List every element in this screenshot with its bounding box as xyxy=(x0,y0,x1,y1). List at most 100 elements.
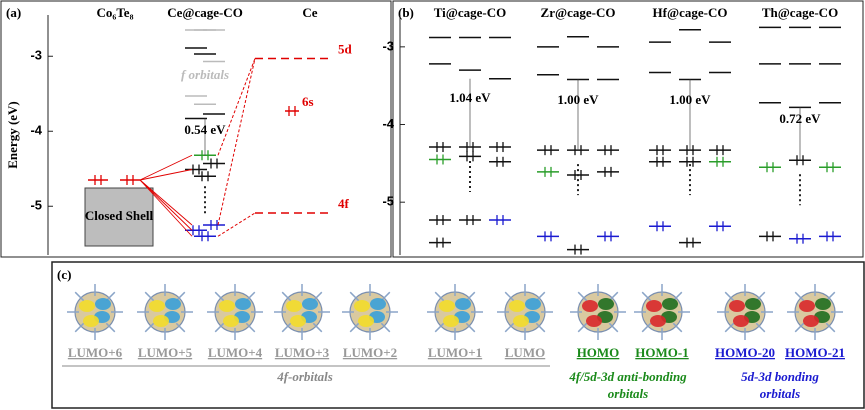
orbital-name: LUMO+1 xyxy=(428,345,482,360)
orbital-lobe xyxy=(509,300,525,312)
ligand xyxy=(504,291,515,302)
orbital-image xyxy=(570,284,626,340)
orbital-lobe xyxy=(153,315,169,327)
ligand xyxy=(641,291,652,302)
ligand xyxy=(535,322,546,333)
column-title: Zr@cage-CO xyxy=(541,5,616,20)
panel-a-frame xyxy=(0,0,392,258)
group-caption: 5d-3d bonding xyxy=(741,369,819,384)
column-title: Ce@cage-CO xyxy=(167,5,243,20)
group-caption: orbitals xyxy=(608,386,648,401)
orbital-lobe xyxy=(439,300,455,312)
orbital-lobe xyxy=(582,300,598,312)
correlation-line xyxy=(217,212,256,237)
orbital-lobe xyxy=(650,315,666,327)
orbital-name: HOMO-21 xyxy=(785,345,845,360)
orbital-image xyxy=(427,284,483,340)
orbital-image xyxy=(787,284,843,340)
ligand xyxy=(281,291,292,302)
orbital-lobe xyxy=(799,300,815,312)
orbital-name: HOMO-1 xyxy=(635,345,688,360)
ligand xyxy=(144,322,155,333)
orbital-lobe xyxy=(302,298,318,310)
ligand xyxy=(74,322,85,333)
panel-label: (c) xyxy=(57,267,71,282)
y-axis-title: Energy (eV) xyxy=(5,101,20,169)
orbital-lobe xyxy=(286,300,302,312)
orbital-name: LUMO+4 xyxy=(208,345,263,360)
ligand xyxy=(105,322,116,333)
y-tick-label: -5 xyxy=(382,194,394,209)
orbital-lobe xyxy=(219,300,235,312)
ligand xyxy=(349,291,360,302)
orbital-lobe xyxy=(586,315,602,327)
ligand xyxy=(214,322,225,333)
ligand xyxy=(434,291,445,302)
orbital-lobe xyxy=(235,298,251,310)
column-title: Co₆Te₈ xyxy=(97,5,134,20)
ligand xyxy=(794,291,805,302)
orbital-image xyxy=(342,284,398,340)
orbital-image xyxy=(274,284,330,340)
orbital-image xyxy=(67,284,123,340)
orbital-name: LUMO xyxy=(505,345,545,360)
ligand xyxy=(504,322,515,333)
y-tick-label: -4 xyxy=(30,123,42,138)
orbital-lobe xyxy=(165,298,181,310)
orbital-lobe xyxy=(354,300,370,312)
orbital-lobe xyxy=(223,315,239,327)
ligand xyxy=(349,322,360,333)
ligand xyxy=(245,322,256,333)
ligand xyxy=(312,322,323,333)
ligand xyxy=(577,291,588,302)
ligand xyxy=(74,291,85,302)
group-caption: orbitals xyxy=(760,386,800,401)
orbital-name: LUMO+5 xyxy=(138,345,193,360)
group-caption: 4f/5d-3d anti-bonding xyxy=(568,369,687,384)
ligand xyxy=(755,322,766,333)
y-tick-label: -3 xyxy=(382,38,394,53)
orbital-lobe xyxy=(729,300,745,312)
correlation-line xyxy=(139,169,193,181)
correlation-line xyxy=(139,179,193,226)
level-label: 6s xyxy=(302,94,314,109)
group-caption: 4f-orbitals xyxy=(276,369,333,384)
gap-label: 1.04 eV xyxy=(449,90,491,105)
orbital-image xyxy=(497,284,553,340)
gap-label: 1.00 eV xyxy=(669,92,711,107)
orbital-lobe xyxy=(83,315,99,327)
ligand xyxy=(380,322,391,333)
orbital-image xyxy=(717,284,773,340)
column-title: Ce xyxy=(302,5,317,20)
panel-label: (b) xyxy=(398,5,414,20)
ligand xyxy=(144,291,155,302)
y-tick-label: -4 xyxy=(382,116,394,131)
orbital-name: LUMO+3 xyxy=(275,345,330,360)
ligand xyxy=(434,322,445,333)
closed-shell-text: Closed Shell xyxy=(85,208,154,223)
orbital-lobe xyxy=(745,298,761,310)
correlation-line xyxy=(217,58,256,226)
orbital-lobe xyxy=(358,315,374,327)
panel-b-frame xyxy=(392,0,864,258)
orbital-image xyxy=(137,284,193,340)
ligand xyxy=(825,322,836,333)
orbital-lobe xyxy=(370,298,386,310)
ligand xyxy=(724,291,735,302)
orbital-lobe xyxy=(79,300,95,312)
correlation-line xyxy=(139,179,193,237)
ligand xyxy=(608,322,619,333)
y-tick-label: -3 xyxy=(30,48,42,63)
orbital-lobe xyxy=(598,298,614,310)
level-label: 4f xyxy=(338,196,350,211)
orbital-name: HOMO-20 xyxy=(715,345,775,360)
orbital-lobe xyxy=(455,298,471,310)
correlation-line xyxy=(139,179,193,231)
orbital-lobe xyxy=(95,298,111,310)
orbital-lobe xyxy=(513,315,529,327)
y-tick-label: -5 xyxy=(30,198,42,213)
gap-label: 1.00 eV xyxy=(557,92,599,107)
column-title: Ti@cage-CO xyxy=(434,5,507,20)
panel-label: (a) xyxy=(6,5,21,20)
